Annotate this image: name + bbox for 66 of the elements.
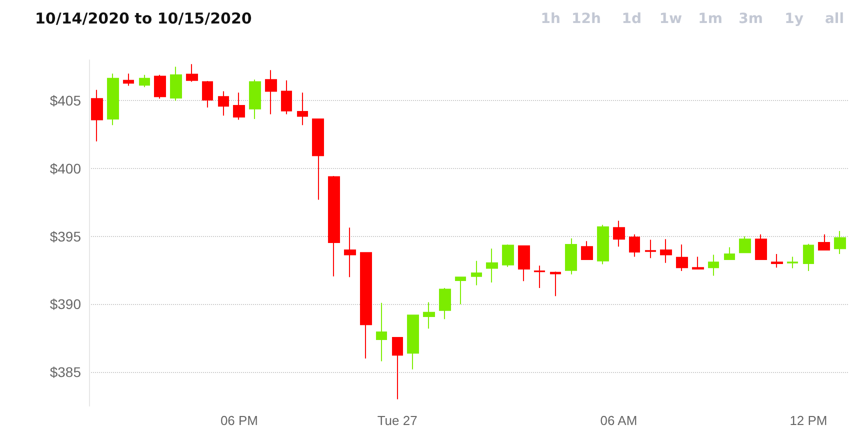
y-tick-label: $405 [50,92,82,109]
x-tick-label: 12 PM [790,413,828,428]
candlestick [834,230,846,255]
text: 1h [540,11,561,27]
y-tick-label: $385 [50,364,82,380]
candlestick [692,256,704,270]
candlestick [455,276,466,305]
text: 1m [698,11,723,27]
candlestick [581,240,593,260]
candlestick [170,66,182,102]
candlestick [154,74,166,100]
candlestick [708,254,719,276]
candlestick [645,239,656,259]
candlestick [471,260,482,286]
text: 1y [784,11,804,27]
candlestick [787,256,798,269]
text: 1w [659,11,682,27]
candlestick [328,176,340,277]
candlestick [107,73,119,126]
text: all [824,11,844,27]
candlestick [439,287,451,320]
candlestick [818,234,830,250]
chart-title: 10/14/2020 to 10/15/2020 [35,10,252,28]
candlestick [803,243,814,272]
candlestick [597,224,609,265]
x-tick-label: 06 PM [220,413,258,428]
candlestick [91,89,103,142]
candlestick [771,254,783,268]
candlestick [139,74,150,88]
candlestick [360,252,372,360]
candlestick [660,238,672,264]
candlestick [233,92,245,120]
candlestick [249,79,261,120]
candlestick [739,236,751,254]
candlestick [297,92,308,126]
candlestick [629,234,640,258]
candlestick [202,80,213,108]
candlestick [392,336,403,400]
text: 3m [738,11,764,27]
candlestick [755,234,767,260]
candlestick [265,70,277,115]
candlestick [486,248,498,284]
candlestick [502,244,514,268]
candlestick [550,271,561,297]
candlestick [613,220,625,248]
candlestick [518,245,530,282]
candlestick [565,238,577,275]
candlestick [281,80,292,115]
candlestick [676,244,688,272]
candlestick [218,90,229,116]
candlestick [724,246,735,260]
candlestick [407,314,419,370]
text: 12h [572,11,602,27]
y-tick-label: $400 [50,160,82,177]
candlestick [123,73,134,86]
candlestick [186,64,198,82]
candlestick [376,302,387,362]
y-tick-label: $390 [50,296,82,312]
candlestick [423,302,435,330]
y-tick-label: $395 [50,228,82,244]
x-tick-label: Tue 27 [377,413,418,428]
candlestick [312,118,324,200]
text: 1d [622,11,642,27]
x-tick-label: 06 AM [600,413,638,428]
candlestick [534,265,545,288]
candlestick [344,227,356,278]
